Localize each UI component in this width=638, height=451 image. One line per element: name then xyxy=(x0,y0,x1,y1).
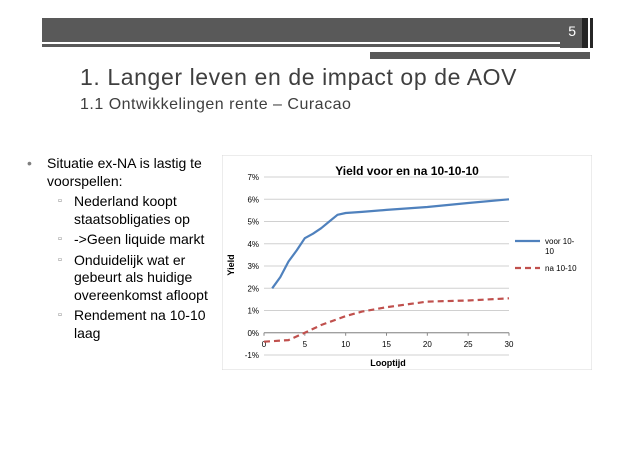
y-tick-label: -1% xyxy=(245,351,259,360)
x-tick-label: 0 xyxy=(262,340,267,349)
series-lines xyxy=(263,198,510,343)
y-tick-label: 2% xyxy=(247,284,259,293)
header-edge xyxy=(590,18,593,48)
bullet-main: • Situatie ex-NA is lastig te voorspelle… xyxy=(27,155,217,190)
bullet-main-text: Situatie ex-NA is lastig te voorspellen: xyxy=(47,155,202,189)
x-tick-label: 30 xyxy=(505,340,514,349)
y-tick-label: 1% xyxy=(247,307,259,316)
y-tick-label: 7% xyxy=(247,173,259,182)
x-tick-label: 15 xyxy=(382,340,391,349)
sub-bullet: ▫ ->Geen liquide markt xyxy=(27,231,217,249)
page-number-box: 5 xyxy=(560,18,588,48)
y-tick-label: 5% xyxy=(247,218,259,227)
gridlines xyxy=(263,176,510,356)
sub-bullet-square-icon: ▫ xyxy=(58,195,62,207)
x-tick-label: 20 xyxy=(423,340,432,349)
sub-bullet-text: Onduidelijk wat er gebeurt als huidige o… xyxy=(74,251,208,303)
y-tick-label: 3% xyxy=(247,262,259,271)
slide-title: 1. Langer leven en de impact op de AOV xyxy=(80,64,518,90)
header-divider xyxy=(588,18,591,48)
x-tick-label: 10 xyxy=(341,340,350,349)
sub-bullet-square-icon: ▫ xyxy=(58,309,62,321)
y-tick-label: 6% xyxy=(247,195,259,204)
x-axis-label: Looptijd xyxy=(370,358,406,368)
legend-label: voor 10-10 xyxy=(545,237,575,256)
sub-bullet-text: Nederland koopt staatsobligaties op xyxy=(74,193,190,227)
bullet-list: • Situatie ex-NA is lastig te voorspelle… xyxy=(27,155,217,342)
x-tick-label: 5 xyxy=(303,340,308,349)
sub-bullet-text: Rendement na 10-10 laag xyxy=(74,307,206,341)
series-line-voor xyxy=(271,198,510,289)
page-number: 5 xyxy=(568,23,576,39)
y-axis-label: Yield xyxy=(226,254,236,275)
sub-bullet: ▫ Onduidelijk wat er gebeurt als huidige… xyxy=(27,252,217,305)
legend-label: na 10-10 xyxy=(545,264,577,273)
y-tick-labels: -1% 0% 1% 2% 3% 4% 5% 6% 7% xyxy=(245,173,259,360)
sub-bullet-square-icon: ▫ xyxy=(58,233,62,245)
x-tick-labels: 0 5 10 15 20 25 30 xyxy=(262,340,514,349)
sub-bullet: ▫ Nederland koopt staatsobligaties op xyxy=(27,193,217,228)
y-tick-label: 0% xyxy=(247,329,259,338)
header-accent-bar xyxy=(370,52,590,59)
series-line-na xyxy=(263,297,510,343)
bullet-dot-icon: • xyxy=(27,155,32,171)
slide-subtitle: 1.1 Ontwikkelingen rente – Curacao xyxy=(80,96,352,113)
yield-chart: Yield voor en na 10-10-10 Yield Looptijd… xyxy=(222,155,592,370)
legend: voor 10-10 na 10-10 xyxy=(515,237,577,273)
y-tick-label: 4% xyxy=(247,240,259,249)
sub-bullet-text: ->Geen liquide markt xyxy=(74,231,205,247)
sub-bullet: ▫ Rendement na 10-10 laag xyxy=(27,307,217,342)
header-underline xyxy=(42,44,573,47)
chart-title: Yield voor en na 10-10-10 xyxy=(335,164,479,178)
sub-bullet-square-icon: ▫ xyxy=(58,253,62,266)
x-tick-label: 25 xyxy=(464,340,473,349)
header-bar xyxy=(42,18,573,42)
